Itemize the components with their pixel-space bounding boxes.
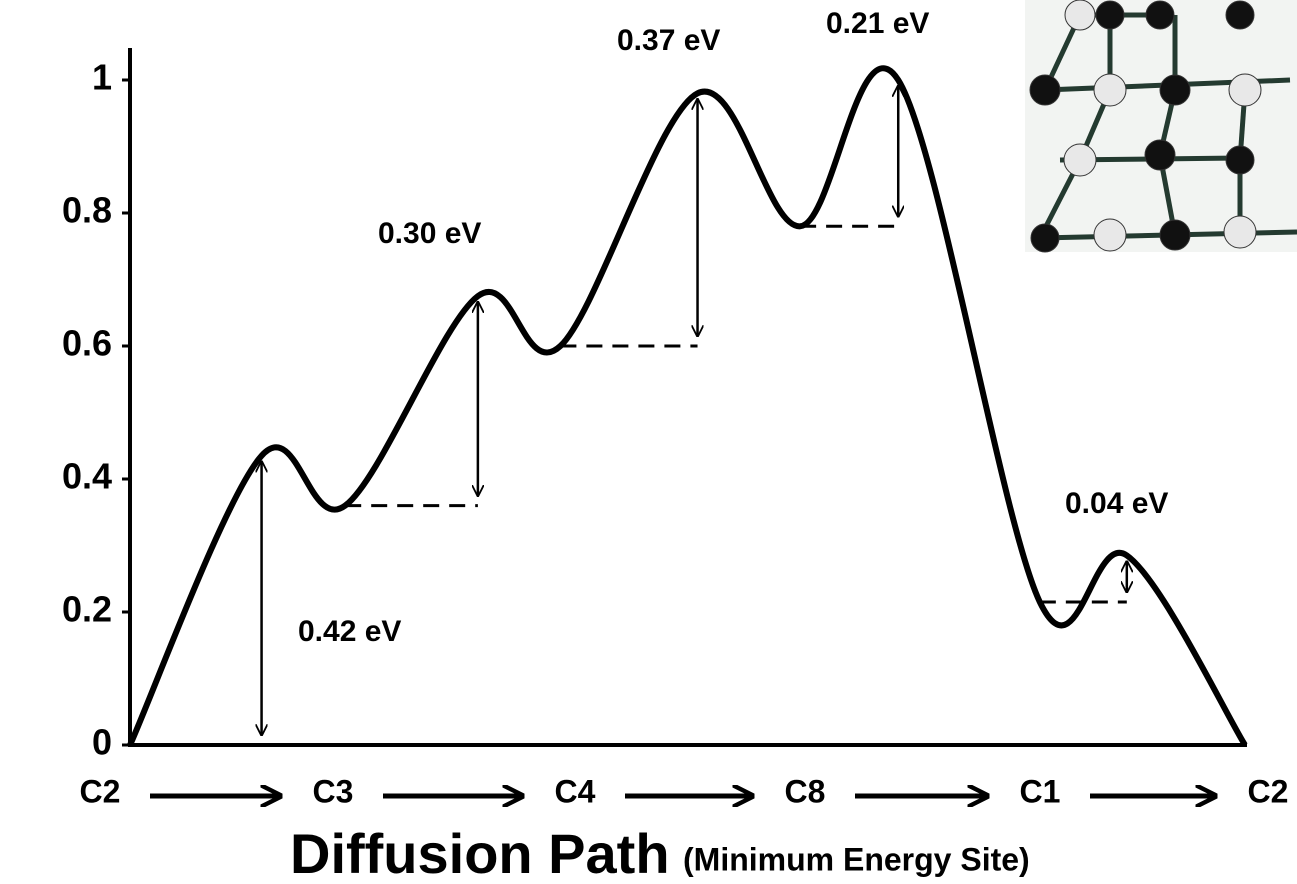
y-tick-label: 0.6	[62, 323, 112, 364]
path-site-label: C1	[1020, 773, 1061, 809]
barrier-label: 0.04 eV	[1065, 487, 1168, 520]
barrier-label: 0.21 eV	[826, 7, 929, 40]
path-site-label: C3	[313, 773, 354, 809]
barrier-label: 0.42 eV	[298, 615, 401, 648]
energy-curve	[127, 65, 1248, 747]
y-tick-label: 0.4	[62, 456, 112, 497]
path-site-label: C2	[1248, 773, 1289, 809]
barrier-label: 0.30 eV	[378, 217, 481, 250]
x-axis-note: (Minimum Energy Site)	[683, 841, 1030, 877]
x-axis-label: Diffusion Path	[290, 822, 670, 884]
structure-inset	[1025, 0, 1297, 253]
barrier-label: 0.37 eV	[617, 24, 720, 57]
path-site-label: C8	[785, 773, 826, 809]
y-tick-label: 0	[92, 722, 112, 763]
y-tick-label: 0.2	[62, 589, 112, 630]
y-tick-label: 1	[92, 57, 112, 98]
y-tick-label: 0.8	[62, 190, 112, 231]
path-site-label: C4	[555, 773, 596, 809]
path-site-label: C2	[80, 773, 121, 809]
